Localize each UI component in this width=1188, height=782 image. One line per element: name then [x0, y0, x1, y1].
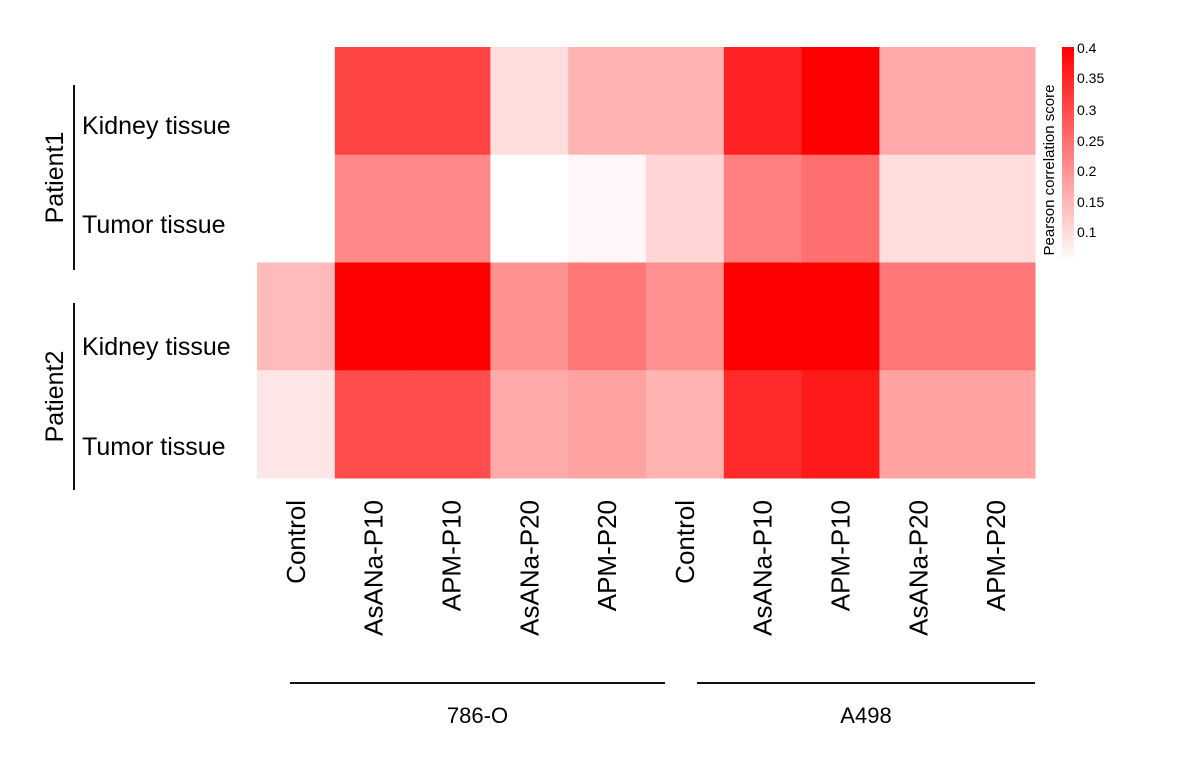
column-label: Control [670, 500, 700, 584]
colorbar-tick-label: 0.15 [1077, 194, 1104, 210]
column-label: AsANa-P20 [903, 500, 933, 636]
heatmap-cell [257, 262, 336, 371]
heatmap-cell [257, 370, 336, 479]
heatmap-cell [723, 47, 803, 156]
heatmap-cell [646, 47, 725, 156]
heatmap-cell [568, 370, 647, 479]
column-label: APM-P10 [437, 500, 467, 611]
heatmap-cell [568, 154, 647, 263]
heatmap-cell [801, 154, 880, 263]
heatmap-cell [801, 370, 880, 479]
colorbar-tick-label: 0.3 [1077, 102, 1097, 118]
column-group-label: A498 [840, 703, 891, 728]
heatmap-cell [879, 47, 958, 156]
heatmap-cell [723, 370, 803, 479]
heatmap-cell [879, 262, 958, 371]
heatmap-cell [568, 47, 647, 156]
heatmap-cell [334, 154, 414, 263]
heatmap-cell [723, 154, 803, 263]
column-label: APM-P20 [981, 500, 1011, 611]
column-label: APM-P10 [826, 500, 856, 611]
heatmap-cell [646, 262, 725, 371]
heatmap-cell [412, 262, 491, 371]
heatmap-cells [257, 47, 1036, 479]
heatmap-cell [646, 370, 725, 479]
row-label: Tumor tissue [82, 211, 226, 239]
heatmap-cell [257, 154, 336, 263]
column-group-labels: 786-O A498 [290, 682, 1035, 728]
heatmap-cell [646, 154, 725, 263]
column-group-label: 786-O [447, 703, 508, 728]
colorbar-tick-label: 0.2 [1077, 163, 1097, 179]
row-label: Kidney tissue [82, 112, 231, 140]
heatmap-cell [957, 370, 1036, 479]
heatmap-cell [801, 262, 880, 371]
heatmap-cell [957, 47, 1036, 156]
row-group-label: Patient1 [41, 132, 69, 224]
heatmap-cell [801, 47, 880, 156]
heatmap-cell [490, 370, 569, 479]
heatmap-cell [334, 370, 414, 479]
heatmap-cell [490, 47, 569, 156]
heatmap-cell [257, 47, 336, 156]
column-label: AsANa-P20 [514, 500, 544, 636]
heatmap-cell [879, 370, 958, 479]
heatmap-cell [490, 262, 569, 371]
row-label: Kidney tissue [82, 333, 231, 361]
column-label: APM-P20 [592, 500, 622, 611]
heatmap-cell [490, 154, 569, 263]
colorbar-tick-label: 0.25 [1077, 133, 1104, 149]
column-label: AsANa-P10 [748, 500, 778, 636]
heatmap-cell [568, 262, 647, 371]
heatmap-cell [723, 262, 803, 371]
colorbar-gradient [1062, 47, 1074, 262]
row-labels: Kidney tissue Tumor tissue Kidney tissue Tu… [82, 112, 231, 461]
row-group-labels: Patient1 Patient2 [41, 132, 69, 443]
colorbar-tick-label: 0.4 [1077, 40, 1097, 56]
heatmap-cell [412, 370, 491, 479]
heatmap-cell [412, 47, 491, 156]
colorbar-tick-label: 0.1 [1077, 224, 1097, 240]
row-label: Tumor tissue [82, 433, 226, 461]
heatmap-cell [334, 47, 414, 156]
heatmap-cell [412, 154, 491, 263]
column-label: AsANa-P10 [359, 500, 389, 636]
heatmap-cell [957, 154, 1036, 263]
heatmap-cell [879, 154, 958, 263]
column-labels: Control AsANa-P10 APM-P10 AsANa-P20 APM-P20 C… [281, 500, 1011, 636]
column-label: Control [281, 500, 311, 584]
colorbar-tick-label: 0.35 [1077, 70, 1104, 86]
heatmap-cell [957, 262, 1036, 371]
heatmap-cell [334, 262, 414, 371]
colorbar-title: Pearson correlation score [1041, 85, 1058, 256]
colorbar-legend: 0.4 0.35 0.3 0.25 0.2 0.15 0.1 Pearson correlat… [1041, 40, 1104, 262]
row-group-label: Patient2 [41, 351, 69, 443]
